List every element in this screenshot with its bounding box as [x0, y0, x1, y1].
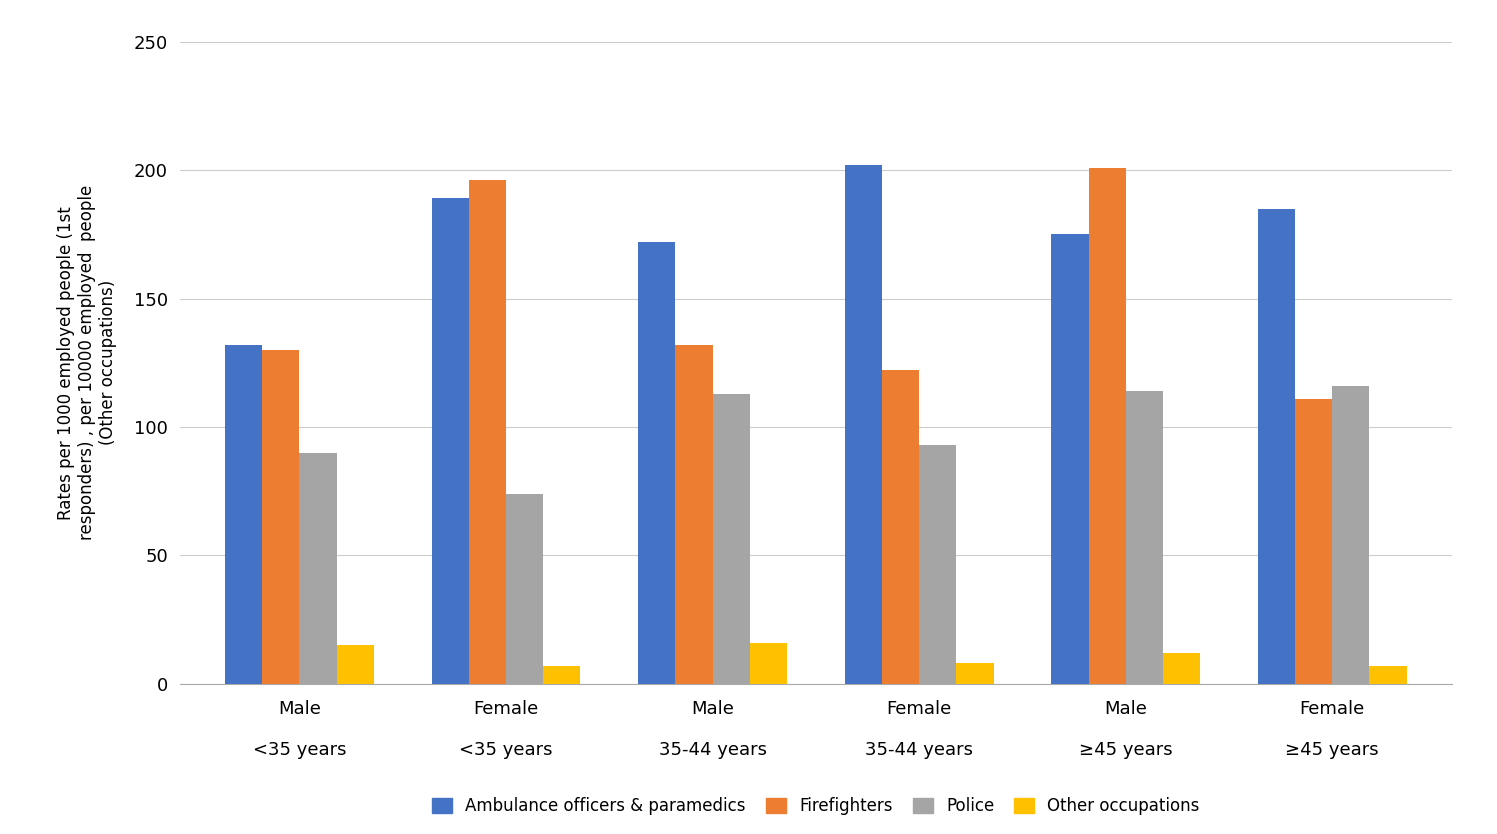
Bar [675, 344, 713, 684]
Bar [919, 445, 957, 684]
Legend: Ambulance officers & paramedics, Firefighters, Police, Other occupations: Ambulance officers & paramedics, Firefig… [424, 788, 1208, 823]
Bar [1126, 391, 1163, 684]
Bar [431, 198, 469, 684]
Bar [299, 453, 337, 684]
Bar [882, 370, 919, 684]
Bar [262, 350, 299, 684]
Bar [750, 643, 787, 684]
Bar [957, 663, 994, 684]
Bar [713, 394, 750, 684]
Bar [1370, 666, 1407, 684]
Bar [1257, 208, 1295, 684]
Bar [1163, 653, 1201, 684]
Bar [638, 242, 675, 684]
Bar [1051, 234, 1088, 684]
Y-axis label: Rates per 1000 employed people (1st
responders) , per 10000 employed  people
(Ot: Rates per 1000 employed people (1st resp… [57, 185, 117, 540]
Bar [1295, 399, 1332, 684]
Bar [469, 180, 506, 684]
Bar [844, 165, 882, 684]
Bar [225, 344, 262, 684]
Bar [543, 666, 581, 684]
Bar [506, 494, 543, 684]
Bar [1088, 168, 1126, 684]
Bar [1332, 386, 1370, 684]
Bar [337, 646, 374, 684]
